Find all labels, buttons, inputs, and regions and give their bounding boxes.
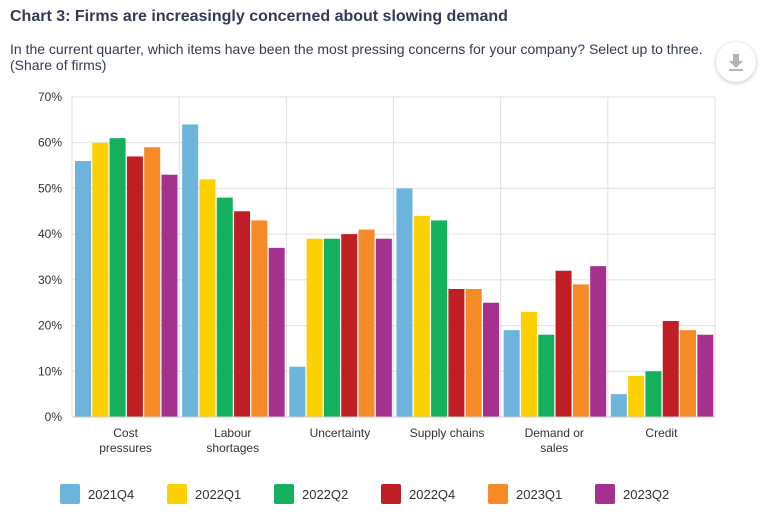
bar-2023Q1-cat1[interactable] [251, 220, 268, 417]
bar-2022Q2-cat1[interactable] [216, 197, 233, 417]
bar-2023Q1-cat3[interactable] [465, 289, 482, 417]
bar-2022Q4-cat3[interactable] [448, 289, 465, 417]
y-tick-label: 40% [38, 227, 62, 241]
x-tick-label: Demand or sales [525, 426, 584, 455]
legend-item-2022Q2[interactable]: 2022Q2 [274, 484, 348, 504]
bar-2023Q1-cat0[interactable] [144, 147, 161, 418]
chart-title: Chart 3: Firms are increasingly concerne… [10, 8, 508, 25]
bar-2023Q2-cat0[interactable] [161, 174, 178, 417]
x-tick-label: Supply chains [410, 426, 485, 440]
bar-2023Q2-cat1[interactable] [268, 247, 285, 417]
bar-2022Q4-cat5[interactable] [662, 321, 679, 417]
legend-item-2021Q4[interactable]: 2021Q4 [60, 484, 134, 504]
bar-2023Q1-cat5[interactable] [680, 330, 697, 417]
legend-label: 2022Q4 [409, 487, 455, 502]
bar-2021Q4-cat2[interactable] [289, 366, 306, 417]
bar-2022Q1-cat4[interactable] [520, 311, 537, 417]
bar-2023Q2-cat2[interactable] [375, 238, 392, 417]
legend-swatch [60, 484, 80, 504]
y-tick-label: 50% [38, 181, 62, 195]
y-tick-label: 20% [38, 319, 62, 333]
download-icon [729, 54, 743, 71]
legend-label: 2022Q1 [195, 487, 241, 502]
legend-label: 2022Q2 [302, 487, 348, 502]
y-tick-label: 60% [38, 136, 62, 150]
bar-2022Q4-cat0[interactable] [126, 156, 143, 417]
bar-2021Q4-cat4[interactable] [503, 330, 520, 417]
bar-2023Q1-cat2[interactable] [358, 229, 375, 417]
bar-2021Q4-cat3[interactable] [396, 188, 413, 417]
legend-label: 2023Q2 [623, 487, 669, 502]
bar-2022Q1-cat2[interactable] [306, 238, 323, 417]
bars [75, 124, 714, 418]
bar-2023Q2-cat5[interactable] [697, 334, 714, 417]
bar-2022Q4-cat2[interactable] [341, 234, 358, 417]
bar-2022Q2-cat5[interactable] [645, 371, 662, 417]
bar-2022Q1-cat1[interactable] [199, 179, 216, 417]
legend-swatch [595, 484, 615, 504]
y-tick-label: 30% [38, 273, 62, 287]
y-tick-label: 0% [45, 410, 63, 424]
x-tick-label: Uncertainty [310, 426, 371, 440]
legend-item-2022Q1[interactable]: 2022Q1 [167, 484, 241, 504]
x-tick-label: Labour shortages [206, 426, 259, 455]
legend-swatch [381, 484, 401, 504]
chart-subtitle: In the current quarter, which items have… [10, 41, 703, 73]
bar-2022Q4-cat4[interactable] [555, 270, 572, 417]
bar-2022Q2-cat3[interactable] [431, 220, 448, 417]
legend-swatch [274, 484, 294, 504]
y-tick-label: 70% [38, 90, 62, 104]
bar-2022Q2-cat4[interactable] [538, 334, 555, 417]
legend-item-2023Q2[interactable]: 2023Q2 [595, 484, 669, 504]
bar-2021Q4-cat1[interactable] [182, 124, 199, 417]
bar-2023Q2-cat3[interactable] [483, 302, 499, 417]
legend-item-2022Q4[interactable]: 2022Q4 [381, 484, 455, 504]
bar-2021Q4-cat0[interactable] [75, 161, 91, 417]
y-tick-label: 10% [38, 364, 62, 378]
legend-label: 2023Q1 [516, 487, 562, 502]
bar-2022Q1-cat0[interactable] [92, 142, 109, 417]
bar-2022Q2-cat2[interactable] [323, 238, 340, 417]
x-axis: Cost pressures Labour shortages Uncertainty S… [72, 416, 715, 455]
download-button[interactable] [716, 42, 756, 82]
x-tick-label: Credit [645, 426, 678, 440]
legend: 2021Q4 2022Q1 2022Q2 2022Q4 2023Q1 2023Q2 [60, 484, 669, 504]
bar-2023Q2-cat4[interactable] [590, 266, 607, 417]
bar-2021Q4-cat5[interactable] [610, 394, 627, 417]
legend-swatch [488, 484, 508, 504]
x-tick-label: Cost pressures [99, 426, 152, 455]
bar-2022Q1-cat5[interactable] [628, 375, 645, 417]
bar-2022Q1-cat3[interactable] [413, 215, 430, 417]
bar-2023Q1-cat4[interactable] [572, 284, 589, 417]
legend-swatch [167, 484, 187, 504]
legend-label: 2021Q4 [88, 487, 134, 502]
grid-lines [71, 96, 716, 418]
y-axis: 0% 10% 20% 30% 40% 50% 60% 70% [38, 90, 62, 424]
legend-item-2023Q1[interactable]: 2023Q1 [488, 484, 562, 504]
bar-2022Q4-cat1[interactable] [234, 211, 251, 417]
bar-2022Q2-cat0[interactable] [109, 138, 126, 417]
